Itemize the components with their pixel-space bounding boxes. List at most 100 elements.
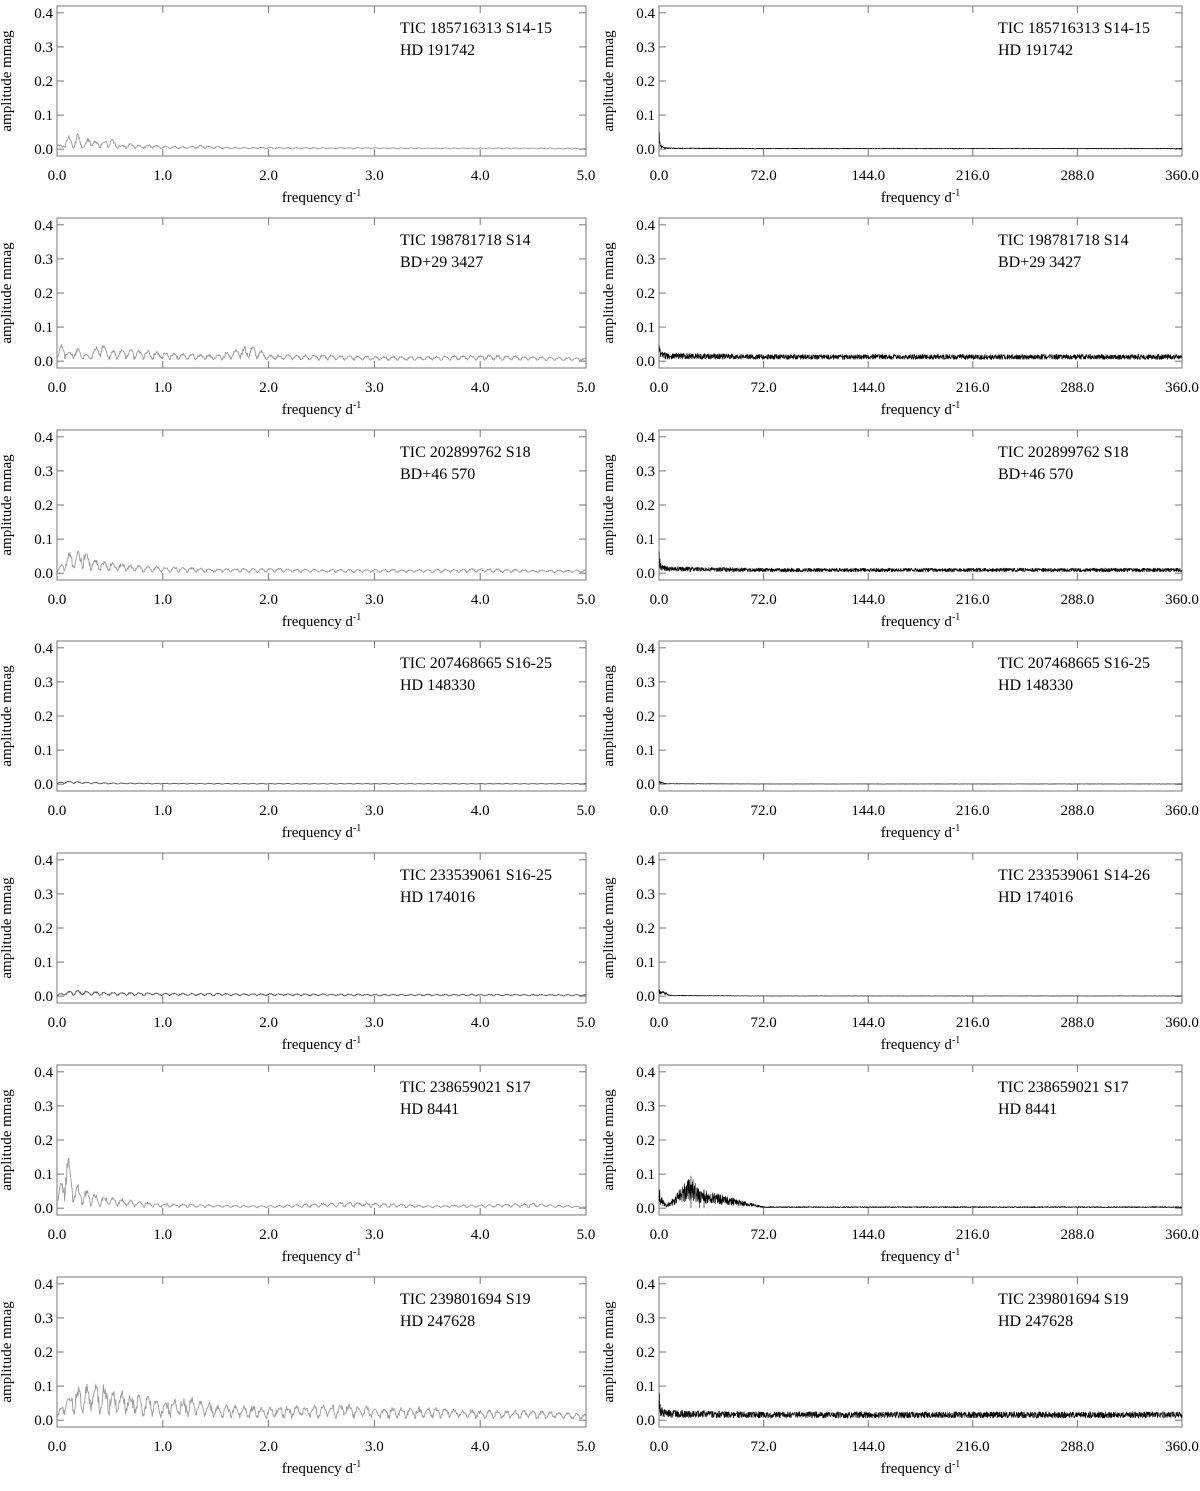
star-id-label: TIC 238659021 S17	[400, 1079, 531, 1096]
star-id-label: TIC 207468665 S16-25	[400, 655, 552, 672]
x-tick-label: 5.0	[577, 592, 596, 608]
amplitude-spectrum-line	[56, 1157, 587, 1209]
y-tick-label: 0.1	[636, 955, 655, 971]
x-axis-label: frequency d-1	[282, 1035, 362, 1053]
x-tick-label: 3.0	[365, 380, 384, 396]
x-tick-label: 4.0	[471, 1227, 490, 1243]
x-tick-label: 288.0	[1061, 168, 1095, 184]
y-tick-label: 0.3	[34, 1099, 53, 1115]
y-tick-label: 0.4	[34, 641, 53, 657]
star-id-label: TIC 202899762 S18	[998, 444, 1129, 461]
x-tick-label: 5.0	[577, 1227, 596, 1243]
star-name-label: HD 191742	[998, 42, 1073, 59]
y-tick-label: 0.0	[34, 566, 53, 582]
y-axis-label: amplitude mmag	[0, 877, 15, 979]
star-id-label: TIC 198781718 S14	[400, 232, 531, 249]
x-axis-label: frequency d-1	[881, 1247, 961, 1265]
amplitude-spectrum-line	[658, 131, 1183, 150]
star-id-label: TIC 198781718 S14	[998, 232, 1129, 249]
x-tick-label: 72.0	[750, 1015, 776, 1031]
y-tick-label: 0.4	[34, 218, 53, 234]
x-tick-label: 1.0	[153, 380, 172, 396]
periodogram-panel-4-right: 0.0 0.1 0.2 0.3 0.4 0.0 72.0 144.0 216.0 288.0 360…	[601, 852, 1199, 1053]
amplitude-spectrum-line	[658, 781, 1183, 785]
periodogram-panel-0-right: 0.0 0.1 0.2 0.3 0.4 0.0 72.0 144.0 216.0 288.0 360…	[601, 5, 1199, 206]
x-tick-label: 288.0	[1061, 1015, 1095, 1031]
x-tick-label: 0.0	[48, 1439, 67, 1455]
x-tick-label: 144.0	[851, 380, 885, 396]
x-tick-label: 3.0	[365, 592, 384, 608]
amplitude-spectrum-line	[658, 1392, 1183, 1419]
y-tick-label: 0.0	[636, 354, 655, 370]
star-id-label: TIC 233539061 S14-26	[998, 867, 1150, 884]
x-tick-label: 5.0	[577, 1015, 596, 1031]
x-tick-label: 0.0	[48, 803, 67, 819]
x-tick-label: 2.0	[259, 592, 278, 608]
x-tick-label: 4.0	[471, 168, 490, 184]
y-tick-label: 0.2	[34, 709, 53, 725]
y-tick-label: 0.2	[34, 1133, 53, 1149]
y-axis-label: amplitude mmag	[601, 453, 617, 555]
x-tick-label: 216.0	[956, 168, 990, 184]
star-name-label: BD+29 3427	[998, 254, 1081, 271]
x-tick-label: 144.0	[851, 803, 885, 819]
y-tick-label: 0.4	[34, 1277, 53, 1293]
y-axis-label: amplitude mmag	[601, 1089, 617, 1191]
x-tick-label: 3.0	[365, 1439, 384, 1455]
star-name-label: HD 247628	[400, 1313, 475, 1330]
star-id-label: TIC 202899762 S18	[400, 444, 531, 461]
x-tick-label: 5.0	[577, 168, 596, 184]
x-tick-label: 0.0	[650, 380, 669, 396]
y-tick-label: 0.3	[636, 252, 655, 268]
amplitude-spectrum-line	[56, 1383, 587, 1420]
x-tick-label: 1.0	[153, 1227, 172, 1243]
star-id-label: TIC 207468665 S16-25	[998, 655, 1150, 672]
x-tick-label: 144.0	[851, 592, 885, 608]
x-tick-label: 3.0	[365, 1015, 384, 1031]
star-name-label: HD 148330	[998, 677, 1073, 694]
amplitude-spectrum-line	[56, 989, 587, 997]
y-tick-label: 0.0	[34, 1413, 53, 1429]
periodogram-panel-0-left: 0.0 0.1 0.2 0.3 0.4 0.0 1.0 2.0 3.0 4.0 5.0 frequen…	[0, 5, 596, 206]
x-tick-label: 0.0	[48, 1227, 67, 1243]
y-axis-label: amplitude mmag	[601, 242, 617, 344]
y-tick-label: 0.3	[34, 1311, 53, 1327]
y-tick-label: 0.4	[636, 1277, 655, 1293]
y-tick-label: 0.1	[34, 1167, 53, 1183]
x-tick-label: 4.0	[471, 380, 490, 396]
y-tick-label: 0.4	[636, 853, 655, 869]
y-tick-label: 0.1	[34, 108, 53, 124]
x-tick-label: 3.0	[365, 168, 384, 184]
x-tick-label: 1.0	[153, 1015, 172, 1031]
x-tick-label: 2.0	[259, 1439, 278, 1455]
y-tick-label: 0.2	[636, 1345, 655, 1361]
y-tick-label: 0.2	[636, 709, 655, 725]
y-tick-label: 0.0	[34, 354, 53, 370]
y-tick-label: 0.1	[34, 320, 53, 336]
periodogram-panel-3-left: 0.0 0.1 0.2 0.3 0.4 0.0 1.0 2.0 3.0 4.0 5.0 frequen…	[0, 640, 595, 841]
y-tick-label: 0.3	[636, 464, 655, 480]
y-tick-label: 0.2	[34, 74, 53, 90]
y-tick-label: 0.4	[636, 6, 655, 22]
x-tick-label: 216.0	[956, 803, 990, 819]
x-tick-label: 4.0	[471, 1439, 490, 1455]
y-tick-label: 0.4	[636, 218, 655, 234]
x-tick-label: 360.0	[1165, 1439, 1199, 1455]
star-name-label: HD 8441	[998, 1101, 1057, 1118]
x-tick-label: 2.0	[259, 803, 278, 819]
y-tick-label: 0.2	[636, 74, 655, 90]
x-tick-label: 0.0	[48, 380, 67, 396]
x-tick-label: 2.0	[259, 380, 278, 396]
star-name-label: BD+46 570	[998, 466, 1073, 483]
y-tick-label: 0.1	[636, 108, 655, 124]
x-tick-label: 72.0	[750, 380, 776, 396]
periodogram-panel-6-left: 0.0 0.1 0.2 0.3 0.4 0.0 1.0 2.0 3.0 4.0 5.0 frequen…	[0, 1276, 595, 1477]
x-tick-label: 72.0	[750, 1439, 776, 1455]
y-tick-label: 0.3	[636, 1099, 655, 1115]
x-tick-label: 216.0	[956, 592, 990, 608]
x-axis-label: frequency d-1	[881, 1459, 961, 1477]
amplitude-spectrum-line	[56, 343, 587, 361]
y-tick-label: 0.3	[34, 464, 53, 480]
y-axis-label: amplitude mmag	[0, 242, 15, 344]
